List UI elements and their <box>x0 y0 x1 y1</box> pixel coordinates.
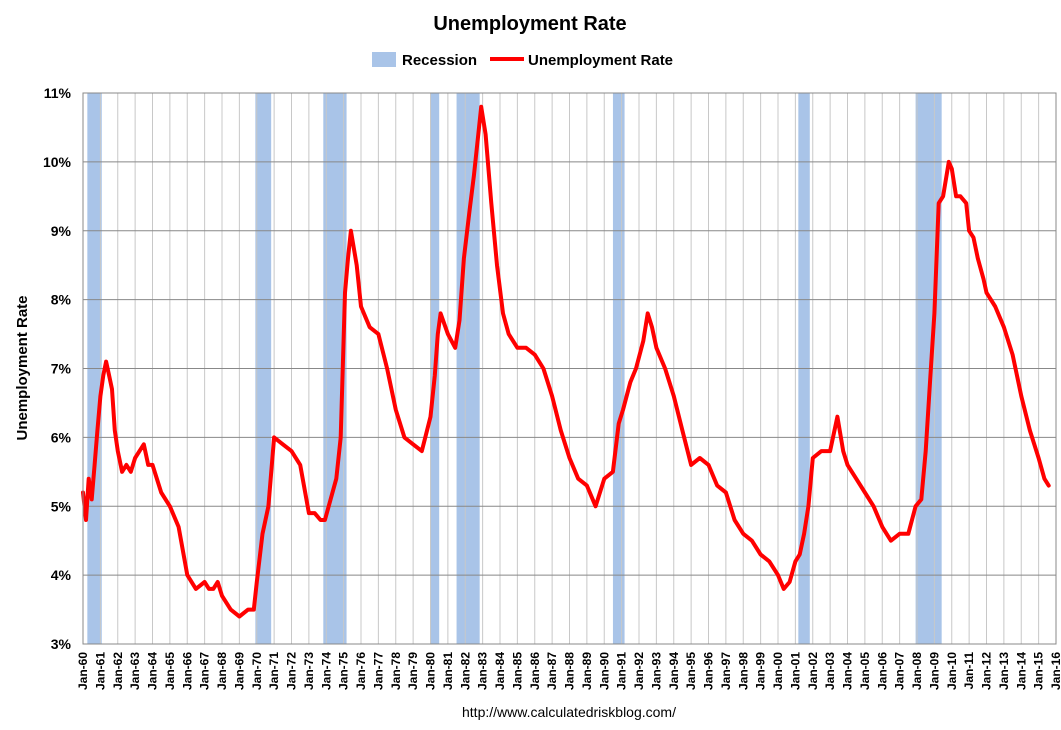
x-tick-label: Jan-99 <box>754 652 768 690</box>
y-tick-label: 10% <box>43 154 72 170</box>
x-tick-label: Jan-76 <box>354 652 368 690</box>
y-tick-label: 6% <box>51 429 72 445</box>
x-tick-label: Jan-69 <box>232 652 246 690</box>
x-tick-label: Jan-12 <box>980 652 994 690</box>
x-axis-ticks: Jan-60 Jan-61 Jan-62 Jan-63 Jan-64 Jan-65 Jan-… <box>76 652 1061 690</box>
x-tick-label: Jan-66 <box>180 652 194 690</box>
x-tick-label: Jan-14 <box>1014 652 1028 690</box>
x-tick-label: Jan-98 <box>736 652 750 690</box>
legend: Recession Unemployment Rate <box>372 52 673 69</box>
x-tick-label: Jan-04 <box>841 652 855 690</box>
y-tick-label: 8% <box>51 292 72 308</box>
x-tick-label: Jan-61 <box>93 652 107 690</box>
x-tick-label: Jan-06 <box>875 652 889 690</box>
x-tick-label: Jan-08 <box>910 652 924 690</box>
x-tick-label: Jan-96 <box>702 652 716 690</box>
x-tick-label: Jan-03 <box>823 652 837 690</box>
legend-recession-swatch <box>372 52 396 67</box>
x-tick-label: Jan-05 <box>858 652 872 690</box>
chart-title: Unemployment Rate <box>433 13 626 35</box>
x-tick-label: Jan-83 <box>476 652 490 690</box>
x-tick-label: Jan-91 <box>615 652 629 690</box>
x-tick-label: Jan-68 <box>215 652 229 690</box>
x-tick-label: Jan-15 <box>1032 652 1046 690</box>
y-tick-label: 3% <box>51 636 72 652</box>
x-tick-label: Jan-64 <box>146 652 160 690</box>
x-tick-label: Jan-79 <box>406 652 420 690</box>
x-tick-label: Jan-11 <box>962 652 976 690</box>
x-tick-label: Jan-63 <box>128 652 142 690</box>
x-tick-label: Jan-71 <box>267 652 281 690</box>
y-tick-label: 9% <box>51 223 72 239</box>
x-tick-label: Jan-85 <box>510 652 524 690</box>
gridlines <box>82 92 1057 645</box>
x-tick-label: Jan-72 <box>285 652 299 690</box>
x-tick-label: Jan-77 <box>371 652 385 690</box>
x-tick-label: Jan-88 <box>563 652 577 690</box>
x-tick-label: Jan-09 <box>927 652 941 690</box>
source-url: http://www.calculatedriskblog.com/ <box>462 704 676 720</box>
plot-area-border <box>82 92 1057 645</box>
x-tick-label: Jan-95 <box>684 652 698 690</box>
x-tick-label: Jan-78 <box>389 652 403 690</box>
x-tick-label: Jan-89 <box>580 652 594 690</box>
x-tick-label: Jan-74 <box>319 652 333 690</box>
unemployment-rate-line <box>81 104 1051 619</box>
x-tick-label: Jan-86 <box>528 652 542 690</box>
y-axis-label: Unemployment Rate <box>14 295 31 440</box>
x-tick-label: Jan-70 <box>250 652 264 690</box>
x-tick-label: Jan-90 <box>597 652 611 690</box>
x-tick-label: Jan-00 <box>771 652 785 690</box>
x-tick-label: Jan-94 <box>667 652 681 690</box>
y-tick-label: 5% <box>51 498 72 514</box>
x-tick-label: Jan-84 <box>493 652 507 690</box>
x-tick-label: Jan-07 <box>893 652 907 690</box>
x-tick-label: Jan-87 <box>545 652 559 690</box>
y-axis-ticks: 3% 4% 5% 6% 7% 8% 9% 10% 11% <box>43 85 72 652</box>
x-tick-label: Jan-01 <box>788 652 802 690</box>
y-tick-label: 11% <box>44 85 72 101</box>
legend-recession-label: Recession <box>402 52 477 69</box>
x-tick-label: Jan-75 <box>337 652 351 690</box>
y-tick-label: 4% <box>51 567 72 583</box>
x-tick-label: Jan-93 <box>649 652 663 690</box>
x-tick-label: Jan-97 <box>719 652 733 690</box>
x-tick-label: Jan-92 <box>632 652 646 690</box>
y-tick-label: 7% <box>51 361 72 377</box>
x-tick-label: Jan-81 <box>441 652 455 690</box>
x-tick-label: Jan-73 <box>302 652 316 690</box>
x-tick-label: Jan-02 <box>806 652 820 690</box>
unemployment-line-layer <box>81 104 1051 619</box>
x-tick-label: Jan-13 <box>997 652 1011 690</box>
x-tick-label: Jan-65 <box>163 652 177 690</box>
x-tick-label: Jan-67 <box>198 652 212 690</box>
x-tick-label: Jan-82 <box>458 652 472 690</box>
legend-unemployment-label: Unemployment Rate <box>528 52 673 69</box>
x-tick-label: Jan-16 <box>1049 652 1061 690</box>
x-tick-label: Jan-80 <box>424 652 438 690</box>
x-tick-label: Jan-60 <box>76 652 90 690</box>
x-tick-label: Jan-10 <box>945 652 959 690</box>
x-tick-label: Jan-62 <box>111 652 125 690</box>
